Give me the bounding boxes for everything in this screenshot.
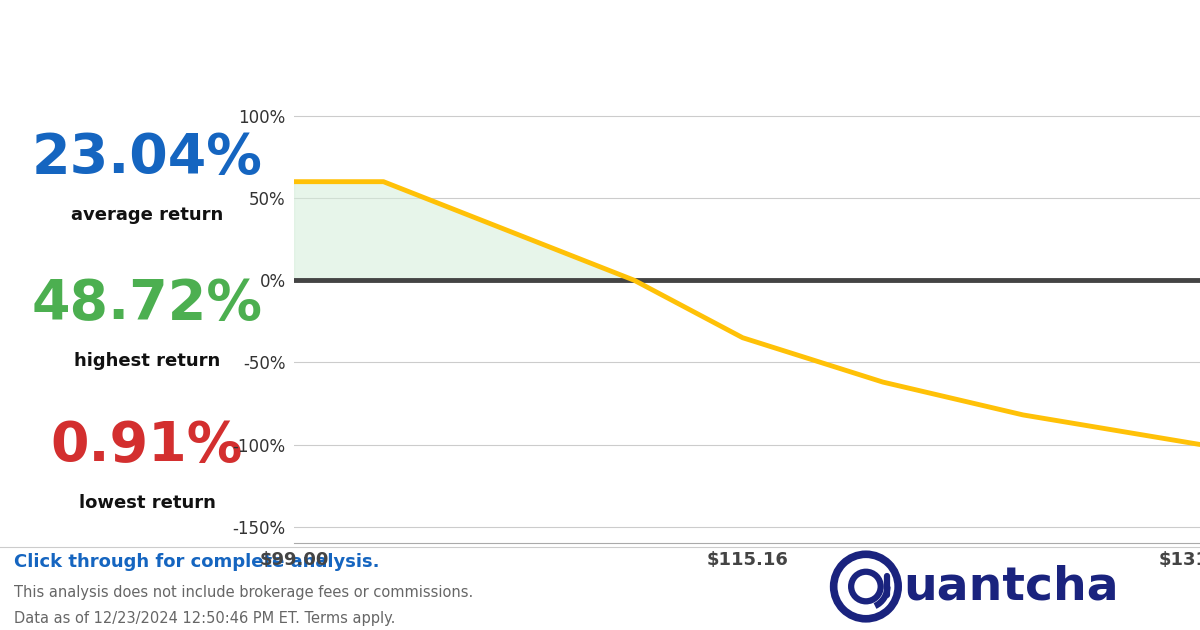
Text: Q: Q	[856, 573, 876, 597]
Text: 23.04%: 23.04%	[31, 130, 263, 185]
Text: lowest return: lowest return	[78, 495, 216, 512]
Text: CHORD ENERGY CORPORATION COMMON S: CHORD ENERGY CORPORATION COMMON S	[14, 22, 1117, 67]
Text: 0.91%: 0.91%	[50, 419, 244, 473]
Text: Click through for complete analysis.: Click through for complete analysis.	[14, 554, 380, 571]
Text: average return: average return	[71, 206, 223, 224]
Text: highest return: highest return	[74, 352, 220, 370]
Text: Bear Call Spread analysis for $102.19-$111.13 model on 17-Jan-2025: Bear Call Spread analysis for $102.19-$1…	[14, 57, 685, 79]
Text: 48.72%: 48.72%	[31, 277, 263, 331]
Text: This analysis does not include brokerage fees or commissions.: This analysis does not include brokerage…	[14, 585, 474, 600]
Text: uantcha: uantcha	[904, 564, 1118, 609]
Text: Data as of 12/23/2024 12:50:46 PM ET. Terms apply.: Data as of 12/23/2024 12:50:46 PM ET. Te…	[14, 611, 396, 626]
